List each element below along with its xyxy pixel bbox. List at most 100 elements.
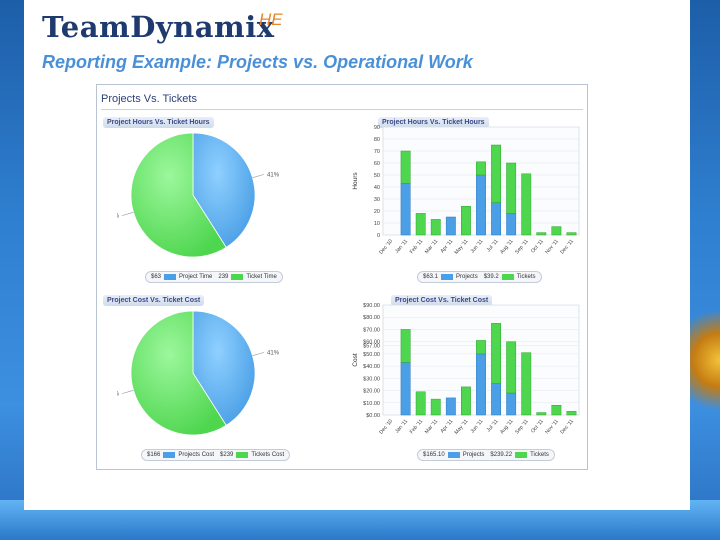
x-tick-label: Aug '11 xyxy=(499,238,515,255)
y-tick-label: $50.00 xyxy=(363,352,380,358)
bar-tickets xyxy=(551,226,562,236)
bar-projects xyxy=(400,183,411,236)
pie-slice-label: 41% xyxy=(267,172,280,178)
bar-tickets xyxy=(566,232,577,236)
hours-pie-legend: $63 Project Time 239 Ticket Time xyxy=(145,271,283,283)
x-tick-label: Nov '11 xyxy=(544,418,560,435)
bar-projects xyxy=(491,382,502,416)
y-tick-label: $90.00 xyxy=(363,303,380,309)
pie-slice-label: 59% xyxy=(117,214,120,220)
x-tick-label: Mar '11 xyxy=(424,418,439,435)
legend-swatch-tickets xyxy=(236,452,249,458)
bar-tickets xyxy=(476,161,486,176)
dashboard-panel: Projects Vs. Tickets Project Hours Vs. T… xyxy=(96,84,588,470)
x-tick-label: Feb '11 xyxy=(409,418,424,435)
legend-swatch-projects xyxy=(163,452,176,458)
bar-tickets xyxy=(536,232,547,236)
bar-tickets xyxy=(460,386,471,416)
bar-projects xyxy=(476,174,486,236)
bar-projects xyxy=(445,397,456,416)
x-tick-label: Oct '11 xyxy=(530,238,545,254)
bar-projects xyxy=(491,202,502,236)
y-tick-label: 0 xyxy=(377,233,380,239)
pie-leader-line xyxy=(121,390,134,394)
y-tick-label: 30 xyxy=(374,197,380,203)
hours-pie-title: Project Hours Vs. Ticket Hours xyxy=(103,117,214,128)
y-tick-label: 10 xyxy=(374,221,380,227)
y-tick-label: $40.00 xyxy=(363,364,380,370)
logo-team-text: Team xyxy=(42,10,131,44)
y-tick-label: $57.00 xyxy=(363,343,380,349)
y-tick-label: $80.00 xyxy=(363,315,380,321)
bar-tickets xyxy=(430,398,441,416)
bar-tickets xyxy=(491,144,502,203)
x-tick-label: Dec '10 xyxy=(378,418,394,435)
bar-tickets xyxy=(476,340,486,355)
legend-label: Tickets Cost xyxy=(251,452,285,458)
hours-bar-legend: $63.1 Projects $39.2 Tickets xyxy=(417,271,542,283)
x-tick-label: Mar '11 xyxy=(424,238,439,255)
background-edge-glow xyxy=(690,300,720,420)
x-tick-label: Dec '11 xyxy=(559,418,575,435)
x-tick-label: Oct '11 xyxy=(530,418,545,434)
legend-value: $166 xyxy=(147,452,161,458)
bar-projects xyxy=(400,362,411,416)
bar-tickets xyxy=(430,219,441,236)
bar-tickets xyxy=(415,213,426,236)
cost-pie-title: Project Cost Vs. Ticket Cost xyxy=(103,295,205,306)
y-tick-label: 80 xyxy=(374,137,380,143)
bar-projects xyxy=(476,353,486,416)
pie-leader-line xyxy=(121,212,134,216)
legend-swatch-projects xyxy=(164,274,177,280)
legend-label: Ticket Time xyxy=(246,274,277,280)
legend-value: 239 xyxy=(218,274,229,280)
y-tick-label: $20.00 xyxy=(363,389,380,395)
legend-value: $239 xyxy=(220,452,234,458)
legend-swatch-tickets xyxy=(515,452,528,458)
x-tick-label: Jul '11 xyxy=(486,418,500,433)
pie-slice-label: 59% xyxy=(117,392,120,398)
y-axis-label: Cost xyxy=(352,353,359,367)
x-tick-label: Sep '11 xyxy=(514,418,530,435)
y-tick-label: 60 xyxy=(374,161,380,167)
y-tick-label: 70 xyxy=(374,149,380,155)
hours-bar-chart: 0 10 20 30 40 50 60 70 80 90 Hours Dec '10 Jan '11 Fe… xyxy=(352,125,580,256)
dashboard-divider xyxy=(101,109,583,110)
pie-leader-line xyxy=(252,174,265,178)
logo-he-text: HE xyxy=(259,10,283,29)
cost-bar-title: Project Cost Vs. Ticket Cost xyxy=(391,295,493,306)
bar-tickets xyxy=(536,412,547,416)
bar-tickets xyxy=(491,323,502,384)
cost-pie-chart: 41% 59% xyxy=(117,310,280,436)
bar-tickets xyxy=(506,162,517,214)
legend-value: $39.2 xyxy=(483,274,499,280)
pie-slice-label: 41% xyxy=(267,350,280,356)
x-tick-label: Aug '11 xyxy=(499,418,515,435)
cost-bar-legend: $165.10 Projects $239.22 Tickets xyxy=(417,449,555,461)
pie-leader-line xyxy=(252,352,265,356)
bar-tickets xyxy=(415,391,426,416)
y-tick-label: $10.00 xyxy=(363,401,380,407)
x-tick-label: Jan '11 xyxy=(394,238,409,254)
x-tick-label: May '11 xyxy=(454,238,470,255)
y-tick-label: $60.00 xyxy=(363,340,380,346)
y-tick-label: 20 xyxy=(374,209,380,215)
legend-value: $239.22 xyxy=(490,452,513,458)
bar-tickets xyxy=(551,404,562,416)
legend-value: $63 xyxy=(151,274,162,280)
legend-swatch-tickets xyxy=(231,274,244,280)
bar-projects xyxy=(506,213,517,236)
legend-label: Project Time xyxy=(179,274,213,280)
x-tick-label: Jun '11 xyxy=(470,418,485,434)
x-tick-label: Jan '11 xyxy=(394,418,409,434)
bar-tickets xyxy=(400,329,411,363)
x-tick-label: May '11 xyxy=(454,418,470,435)
x-tick-label: Jun '11 xyxy=(470,238,485,254)
y-tick-label: $0.00 xyxy=(366,413,380,419)
x-tick-label: Dec '11 xyxy=(559,238,575,255)
legend-value: $165.10 xyxy=(423,452,445,458)
hours-bar-title: Project Hours Vs. Ticket Hours xyxy=(378,117,489,128)
x-tick-label: Jul '11 xyxy=(486,238,500,253)
bar-tickets xyxy=(460,205,471,236)
y-axis-label: Hours xyxy=(352,172,359,190)
